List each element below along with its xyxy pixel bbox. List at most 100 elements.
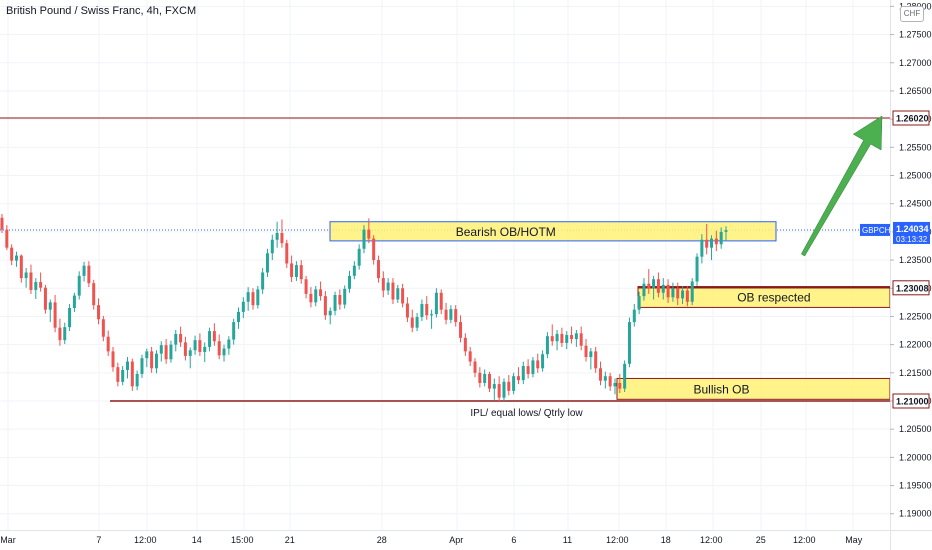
candle-body bbox=[618, 382, 622, 389]
candle-body bbox=[661, 284, 665, 293]
candle-body bbox=[275, 233, 279, 240]
candle-body bbox=[159, 345, 163, 354]
candle-body bbox=[468, 351, 472, 362]
candle-body bbox=[24, 272, 28, 279]
candle-body bbox=[545, 336, 549, 355]
candle-body bbox=[222, 348, 226, 356]
candle-body bbox=[362, 229, 366, 249]
y-tick-label: 1.19500 bbox=[899, 481, 932, 491]
candle-body bbox=[304, 279, 308, 294]
candle-body bbox=[111, 351, 115, 368]
candle-body bbox=[203, 346, 207, 352]
candle-body bbox=[265, 253, 269, 273]
candle-body bbox=[19, 255, 23, 279]
candle-body bbox=[681, 290, 685, 299]
candle-body bbox=[710, 238, 714, 248]
up-arrow-drawing[interactable] bbox=[800, 115, 883, 257]
candle-body bbox=[338, 295, 342, 305]
time-axis[interactable]: Mar 7 12:00 14 15:00 21 28 Apr 6 11 12:00 18 12:00 25… bbox=[0, 530, 932, 546]
y-tick-label: 1.25500 bbox=[899, 142, 932, 152]
candle-body bbox=[410, 317, 414, 328]
countdown-label: 03:13:32 bbox=[896, 235, 928, 244]
candle-body bbox=[125, 361, 129, 370]
candle-body bbox=[237, 311, 241, 323]
candle-body bbox=[270, 239, 274, 254]
y-tick-label: 1.27000 bbox=[899, 58, 932, 68]
candle-body bbox=[333, 295, 337, 311]
x-tick-label: Mar bbox=[0, 535, 16, 545]
x-tick-label: 28 bbox=[377, 535, 387, 545]
candle-body bbox=[140, 358, 144, 374]
candle-body bbox=[323, 296, 327, 316]
candle-body bbox=[367, 229, 371, 239]
ob-respected-tag-box[interactable] bbox=[892, 280, 930, 296]
y-tick-label: 1.20500 bbox=[899, 424, 932, 434]
candle-body bbox=[444, 309, 448, 320]
candle-body bbox=[652, 279, 656, 289]
candle-body bbox=[574, 333, 578, 339]
y-tick-label: 1.21500 bbox=[899, 368, 932, 378]
candle-body bbox=[589, 351, 593, 358]
candle-body bbox=[0, 217, 4, 230]
candle-body bbox=[121, 369, 125, 382]
candle-body bbox=[101, 319, 105, 337]
y-tick-label: 1.25000 bbox=[899, 171, 932, 181]
candle-body bbox=[603, 376, 607, 381]
level-tag-upper-box[interactable] bbox=[892, 110, 930, 126]
candle-body bbox=[285, 243, 289, 264]
y-tick-label: 1.22000 bbox=[899, 340, 932, 350]
candle-body bbox=[29, 272, 33, 290]
x-tick-label: 11 bbox=[563, 535, 572, 545]
candle-body bbox=[473, 361, 477, 373]
annotation-text: IPL/ equal lows/ Qtrly low bbox=[470, 408, 583, 419]
candle-body bbox=[381, 278, 385, 291]
candle-body bbox=[232, 322, 236, 340]
symbol-tag-box[interactable] bbox=[860, 223, 890, 236]
candle-body bbox=[531, 360, 535, 374]
zone-bearish[interactable] bbox=[329, 221, 777, 242]
candle-body bbox=[623, 363, 627, 389]
candle-body bbox=[376, 260, 380, 279]
candle-body bbox=[690, 281, 694, 302]
candle-body bbox=[246, 292, 250, 302]
candle-body bbox=[565, 335, 569, 343]
current-price-box[interactable] bbox=[893, 221, 930, 244]
candle-body bbox=[256, 289, 260, 306]
candle-body bbox=[68, 307, 72, 328]
candle-body bbox=[594, 351, 598, 369]
candle-body bbox=[150, 351, 154, 369]
y-tick-label: 1.19000 bbox=[899, 509, 932, 519]
candle-body bbox=[507, 381, 511, 391]
x-tick-label: 12:00 bbox=[700, 535, 723, 545]
candle-body bbox=[314, 289, 318, 303]
candle-body bbox=[666, 284, 670, 298]
x-tick-label: 7 bbox=[96, 535, 101, 545]
ob-respected-tag: 1.23008 bbox=[896, 283, 929, 293]
candle-body bbox=[208, 331, 212, 347]
candle-body bbox=[188, 350, 192, 356]
candle-body bbox=[454, 309, 458, 323]
level-tag-lower-box[interactable] bbox=[892, 393, 930, 409]
arrow-shape[interactable] bbox=[800, 115, 883, 257]
candle-body bbox=[386, 282, 390, 291]
candle-body bbox=[642, 283, 646, 297]
candle-body bbox=[154, 353, 158, 369]
candle-body bbox=[135, 373, 139, 387]
candle-body bbox=[705, 239, 709, 248]
x-tick-label: 12:00 bbox=[793, 535, 816, 545]
candle-body bbox=[700, 239, 704, 257]
candle-body bbox=[299, 265, 303, 280]
candle-body bbox=[179, 333, 183, 343]
candle-body bbox=[14, 255, 18, 261]
currency-badge[interactable]: CHF bbox=[900, 6, 924, 22]
candle-body bbox=[319, 289, 323, 297]
zone-bullish[interactable] bbox=[616, 377, 891, 400]
candle-body bbox=[63, 327, 67, 341]
candle-body bbox=[459, 322, 463, 338]
order-block-zones[interactable]: Bearish OB/HOTM OB respected Bullish OB bbox=[329, 221, 891, 400]
price-axis[interactable]: 1.280001.275001.270001.265001.260001.255… bbox=[860, 0, 932, 550]
candle-body bbox=[217, 341, 221, 356]
candle-body bbox=[415, 317, 419, 328]
y-tick-label: 1.20000 bbox=[899, 452, 932, 462]
